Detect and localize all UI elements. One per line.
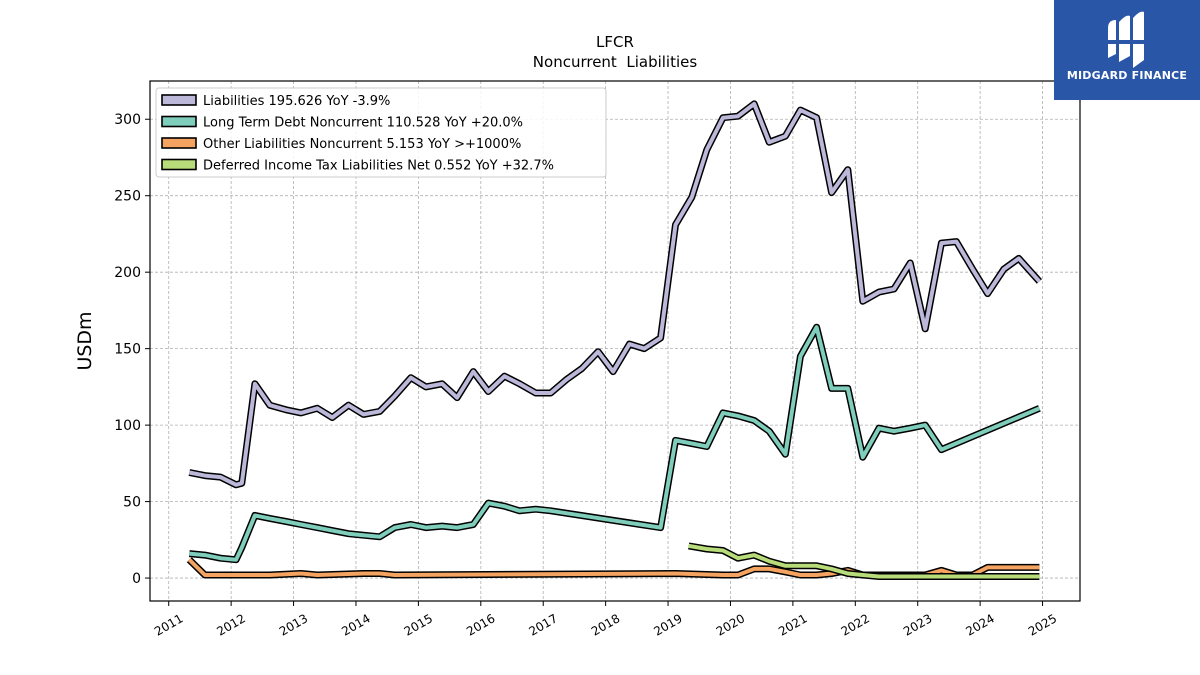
series-line [188, 101, 1041, 487]
x-tick-label: 2020 [714, 611, 747, 638]
x-tick-label: 2013 [277, 611, 310, 638]
legend-swatch [161, 158, 197, 171]
x-tick-label: 2024 [963, 611, 996, 638]
y-tick-label: 150 [114, 342, 141, 358]
brand-name: MIDGARD FINANCE [1066, 69, 1188, 82]
x-tick-label: 2019 [651, 611, 684, 638]
y-tick-label: 250 [114, 189, 141, 205]
x-tick-label: 2014 [339, 611, 372, 638]
y-axis-label: USDm [74, 311, 96, 370]
legend-box [155, 87, 607, 178]
x-tick-label: 2017 [526, 611, 559, 638]
y-tick-label: 100 [114, 418, 141, 434]
x-tick-label: 2016 [464, 611, 497, 638]
x-tick-label: 2018 [589, 611, 622, 638]
legend-label: Long Term Debt Noncurrent 110.528 YoY +2… [203, 116, 523, 131]
x-tick-label: 2023 [901, 611, 934, 638]
series-line [189, 325, 1041, 562]
legend-swatch [161, 115, 197, 128]
legend-label: Liabilities 195.626 YoY -3.9% [203, 94, 390, 109]
x-tick-label: 2015 [402, 611, 435, 638]
legend-label: Other Liabilities Noncurrent 5.153 YoY >… [203, 137, 521, 152]
series-line [688, 543, 1040, 579]
y-tick-label: 0 [132, 571, 141, 587]
legend-swatch [161, 137, 197, 149]
series-line [187, 558, 1040, 577]
x-tick-label: 2012 [214, 611, 247, 638]
x-tick-label: 2025 [1026, 611, 1059, 638]
midgard-logo-icon [1108, 11, 1144, 68]
plot-area: 0 50 100 150 200 250 300 2011 2012 2013 2014 2015 20… [114, 80, 1081, 639]
legend-swatch [161, 94, 197, 106]
chart-subtitle: Noncurrent Liabilities [533, 53, 698, 71]
y-tick-label: 300 [114, 112, 141, 128]
legend-label: Deferred Income Tax Liabilities Net 0.55… [203, 159, 554, 174]
x-tick-label: 2011 [152, 611, 185, 638]
plot-frame [149, 80, 1081, 602]
chart-title: LFCR [596, 33, 634, 51]
series-outline [188, 323, 1041, 564]
brand-logo: MIDGARD FINANCE [1054, 0, 1200, 100]
y-tick-label: 200 [114, 265, 141, 281]
x-tick-label: 2022 [839, 611, 872, 638]
x-tick-label: 2021 [776, 611, 809, 638]
y-tick-label: 50 [123, 495, 141, 511]
